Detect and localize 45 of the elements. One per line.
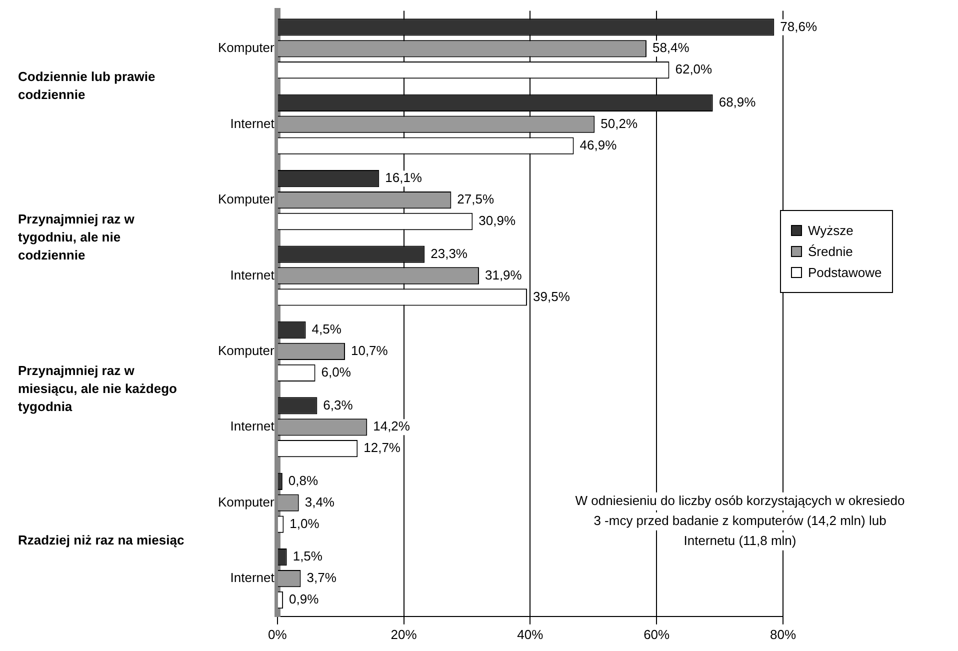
data-label: 23,3% (430, 246, 468, 261)
x-tick-label: 60% (644, 626, 670, 642)
data-label: 10,7% (350, 343, 388, 358)
y-tick-label: Internet (230, 267, 275, 282)
data-label: 0,9% (289, 592, 320, 607)
x-tick-label: 40% (517, 626, 544, 642)
data-label: 14,2% (373, 418, 410, 434)
data-label: 1,0% (290, 516, 320, 531)
data-label: 78,6% (780, 18, 818, 34)
data-label: 68,9% (718, 94, 756, 110)
y-tick-label: Komputer (218, 40, 276, 56)
data-label: 62,0% (675, 62, 713, 77)
text: Rzadziej niż raz na miesiąc (18, 532, 184, 548)
data-label: 6,0% (321, 364, 352, 380)
data-label: 46,9% (580, 137, 618, 152)
data-label: 30,9% (478, 213, 516, 228)
x-tick-label: 80% (770, 626, 796, 642)
x-tick-label: 0% (268, 626, 288, 642)
data-label: 12,7% (364, 440, 401, 456)
y-tick-label: Internet (230, 570, 275, 586)
data-label: 39,5% (533, 288, 570, 304)
annotation: W odniesieniu do liczby osób korzystających w okresiedo 3 -mcy przed badanie z komputerów (14,2 mln) lub Internetu (11,8 mln) (575, 492, 905, 548)
data-label: 3,4% (304, 494, 335, 510)
y-tick-label: Internet (230, 418, 275, 434)
legend-label: Wyższe (808, 223, 854, 238)
text: Codziennie lub prawie codziennie (18, 69, 156, 102)
data-label: 1,5% (292, 548, 323, 564)
x-tick-label: 20% (390, 626, 418, 642)
data-label: 58,4% (652, 40, 690, 56)
y-tick-label: Komputer (218, 192, 276, 207)
legend-label: Średnie (808, 244, 853, 259)
data-label: 31,9% (484, 267, 522, 282)
y-tick-label: Komputer (218, 494, 276, 510)
text: Przynajmniej raz w tygodniu, ale nie codziennie (18, 211, 136, 262)
text: Podstawowe (808, 265, 882, 280)
data-label: 16,1% (385, 170, 422, 186)
text: Przynajmniej raz w miesiącu, ale nie każdego tygodnia (18, 362, 178, 414)
y-tick-label: Komputer (218, 343, 276, 358)
data-label: 3,7% (306, 570, 337, 586)
y-tick-label: Internet (230, 116, 275, 131)
data-label: 6,3% (323, 397, 354, 412)
data-label: 27,5% (457, 192, 494, 207)
data-label: 0,8% (288, 472, 318, 488)
data-label: 50,2% (600, 116, 638, 131)
data-label: 4,5% (312, 322, 342, 337)
